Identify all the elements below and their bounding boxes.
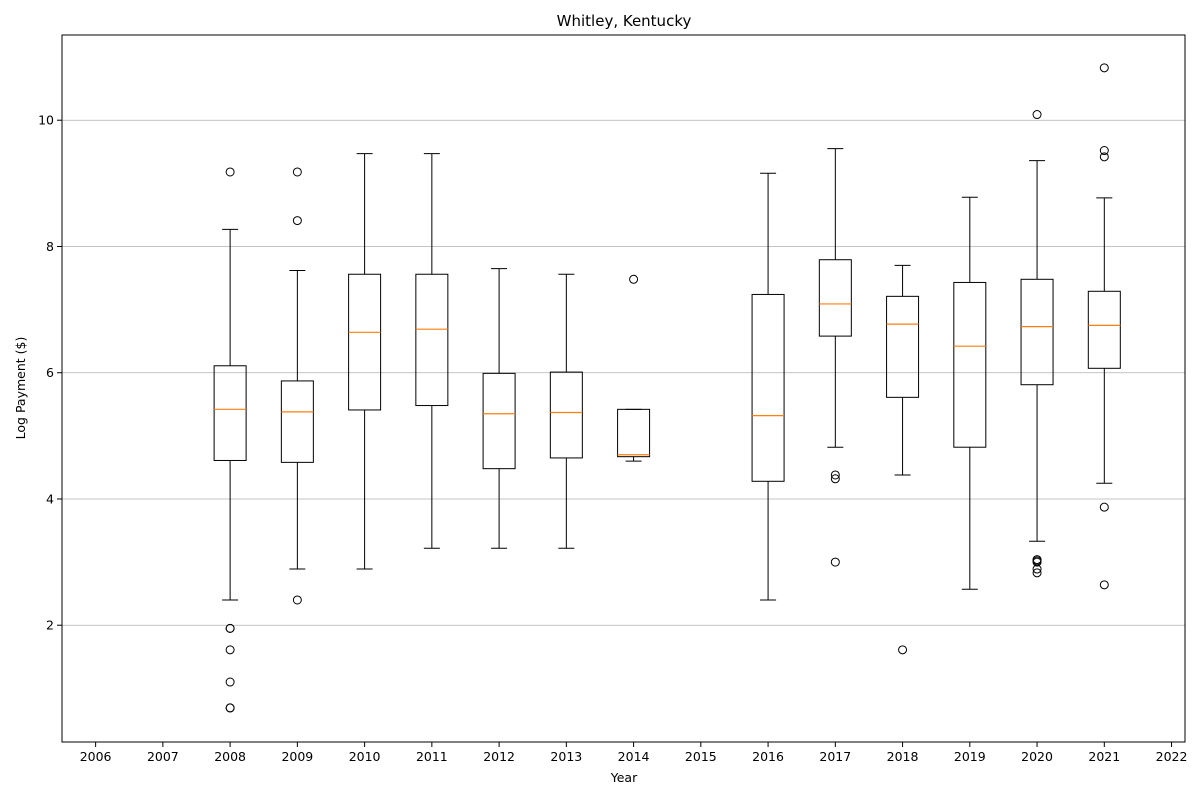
x-tick-label: 2010 (349, 749, 381, 764)
x-tick-label: 2021 (1088, 749, 1120, 764)
x-tick-label: 2016 (752, 749, 784, 764)
x-tick-label: 2019 (954, 749, 986, 764)
outlier-point (225, 677, 235, 687)
y-axis-label: Log Payment ($) (13, 337, 28, 440)
box-2013 (549, 273, 583, 549)
outlier-point (1099, 63, 1109, 73)
box-iqr (415, 273, 449, 407)
box-iqr (751, 293, 785, 482)
x-tick-label: 2006 (80, 749, 112, 764)
outlier-point (830, 474, 840, 484)
box-iqr (617, 408, 651, 458)
box-series (213, 63, 1121, 713)
box-2021 (1087, 63, 1121, 590)
box-iqr (953, 281, 987, 448)
box-2008 (213, 167, 247, 713)
x-tick-label: 2017 (819, 749, 851, 764)
x-tick-label: 2022 (1156, 749, 1188, 764)
x-tick-label: 2013 (550, 749, 582, 764)
y-axis: 2 4 6 8 10 (38, 113, 62, 633)
y-gridlines (62, 119, 1185, 626)
x-tick-label: 2018 (887, 749, 919, 764)
box-iqr (1087, 290, 1121, 369)
box-2011 (415, 153, 449, 549)
outlier-point (1032, 110, 1042, 120)
chart-title: Whitley, Kentucky (557, 12, 692, 30)
plot-frame (61, 34, 1186, 743)
x-tick-label: 2008 (214, 749, 246, 764)
box-2017 (818, 148, 852, 567)
outlier-point (225, 645, 235, 655)
box-2018 (886, 264, 920, 655)
outlier-point (629, 274, 639, 284)
outlier-point (898, 645, 908, 655)
outlier-point (225, 623, 235, 633)
box-iqr (213, 365, 247, 461)
x-tick-label: 2014 (618, 749, 650, 764)
box-iqr (482, 372, 516, 470)
outlier-point (830, 557, 840, 567)
box-2012 (482, 268, 516, 549)
outlier-point (225, 167, 235, 177)
box-iqr (818, 259, 852, 337)
outlier-point (292, 595, 302, 605)
box-iqr (280, 380, 314, 463)
x-tick-label: 2015 (685, 749, 717, 764)
x-axis: 2006 2007 2008 2009 2010 2011 2012 2013 2014 2015… (80, 742, 1188, 764)
outlier-point (1099, 146, 1109, 156)
x-tick-label: 2020 (1021, 749, 1053, 764)
box-2010 (348, 153, 382, 570)
y-tick-label: 2 (46, 618, 54, 633)
y-tick-label: 4 (46, 491, 54, 506)
x-tick-label: 2007 (147, 749, 179, 764)
y-tick-label: 8 (46, 239, 54, 254)
y-tick-label: 6 (46, 365, 54, 380)
box-2019 (953, 196, 987, 590)
x-tick-label: 2009 (281, 749, 313, 764)
outlier-point (1099, 580, 1109, 590)
box-iqr (1020, 278, 1054, 386)
outlier-point (830, 470, 840, 480)
outlier-point (1032, 568, 1042, 578)
box-2020 (1020, 110, 1054, 578)
outlier-point (1099, 502, 1109, 512)
box-2014 (617, 274, 651, 462)
outlier-point (1032, 564, 1042, 574)
outlier-point (1099, 152, 1109, 162)
box-2016 (751, 172, 785, 601)
outlier-point (225, 703, 235, 713)
x-tick-label: 2011 (416, 749, 448, 764)
box-iqr (549, 371, 583, 459)
x-axis-label: Year (610, 770, 638, 785)
outlier-point (292, 167, 302, 177)
outlier-point (292, 216, 302, 226)
box-iqr (348, 273, 382, 411)
box-iqr (886, 295, 920, 398)
box-2009 (280, 167, 314, 605)
outlier-point (1032, 557, 1042, 567)
x-tick-label: 2012 (483, 749, 515, 764)
y-tick-label: 10 (38, 113, 54, 128)
